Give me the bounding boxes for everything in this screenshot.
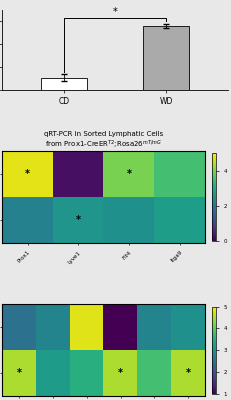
Text: *: * bbox=[17, 368, 22, 378]
Text: *: * bbox=[112, 8, 117, 18]
Text: *: * bbox=[76, 215, 81, 225]
Text: *: * bbox=[118, 368, 123, 378]
Bar bbox=[143, 26, 189, 90]
Title: qRT-PCR in Sorted Lymphatic Cells
from Prox1-CreER$^{T2}$;Rosa26$^{mT/mG}$: qRT-PCR in Sorted Lymphatic Cells from P… bbox=[44, 131, 163, 151]
Bar bbox=[41, 78, 87, 90]
Text: *: * bbox=[25, 169, 30, 179]
Text: *: * bbox=[127, 169, 131, 179]
Text: *: * bbox=[186, 368, 191, 378]
